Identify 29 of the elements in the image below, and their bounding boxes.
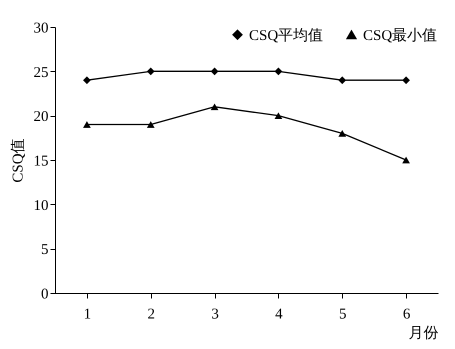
x-tick-label: 2	[148, 306, 155, 322]
point	[274, 112, 282, 120]
point	[210, 103, 218, 110]
x-axis-title: 月份	[408, 326, 438, 342]
x-tick-label: 5	[339, 306, 346, 322]
point	[338, 130, 346, 137]
x-tick-label: 4	[275, 306, 284, 322]
point	[83, 121, 91, 128]
legend-label: CSQ最小值	[363, 26, 438, 44]
legend-label: CSQ平均值	[249, 26, 324, 44]
point	[402, 156, 410, 164]
y-tick-label: 20	[34, 109, 48, 126]
point	[274, 67, 282, 76]
x-tick-label: 3	[211, 306, 219, 322]
point	[146, 121, 155, 128]
x-tick-label: 6	[402, 306, 411, 322]
point	[146, 67, 155, 76]
y-axis-title: CSQ值	[10, 138, 26, 183]
point	[83, 76, 91, 84]
y-tick-label: 30	[34, 20, 48, 36]
y-tick-label: 15	[34, 154, 48, 170]
point	[338, 76, 346, 84]
point	[210, 67, 218, 76]
y-tick-label: 10	[34, 198, 48, 214]
y-tick-label: 0	[41, 286, 48, 302]
y-tick-label: 25	[34, 64, 48, 81]
x-tick-label: 1	[84, 306, 92, 322]
point	[402, 76, 410, 84]
y-tick-label: 5	[41, 242, 48, 258]
